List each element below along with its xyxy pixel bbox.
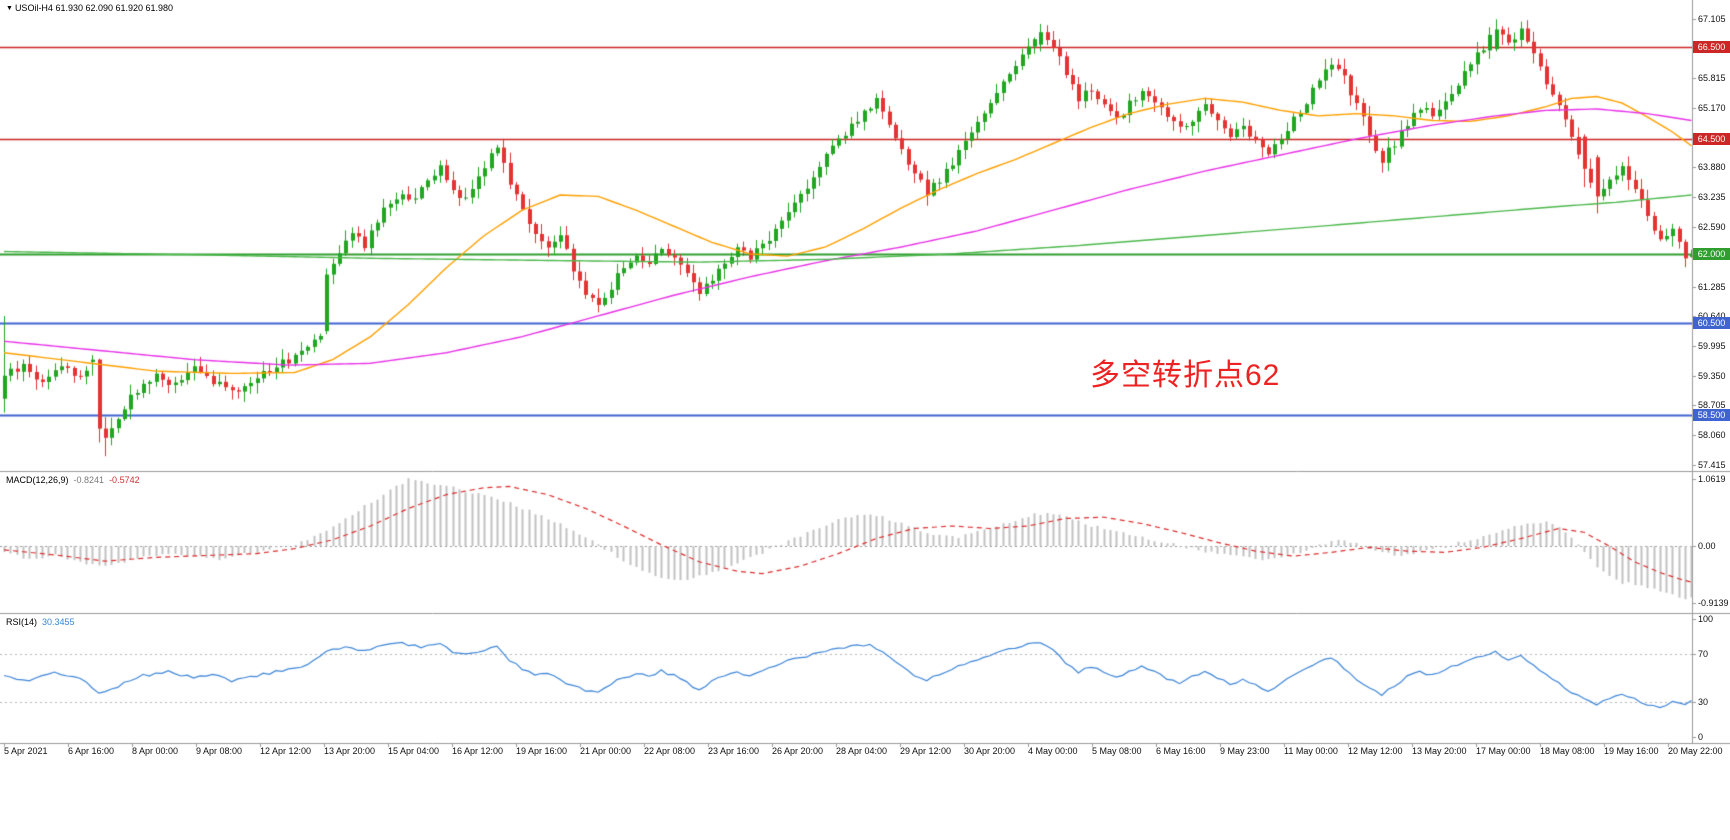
time-axis-label: 13 May 20:00 bbox=[1412, 746, 1467, 756]
macd-tick-label: 1.0619 bbox=[1698, 474, 1726, 485]
rsi-name: RSI(14) bbox=[6, 617, 38, 627]
price-tick-label: 59.350 bbox=[1698, 370, 1726, 381]
price-tick-label: 61.285 bbox=[1698, 281, 1726, 292]
price-tick-label: 65.170 bbox=[1698, 103, 1726, 114]
time-axis-label: 16 Apr 12:00 bbox=[452, 746, 504, 756]
rsi-indicator-label: RSI(14) 30.3455 bbox=[6, 617, 75, 627]
rsi-tick-label: 30 bbox=[1698, 696, 1709, 707]
price-level-badge: 60.500 bbox=[1693, 316, 1730, 329]
time-axis-label: 20 May 22:00 bbox=[1668, 746, 1723, 756]
price-tick-label: 59.995 bbox=[1698, 341, 1726, 352]
time-axis-label: 18 May 08:00 bbox=[1540, 746, 1595, 756]
macd-signal-value: -0.5742 bbox=[109, 475, 140, 485]
price-tick-label: 63.235 bbox=[1698, 192, 1726, 203]
time-axis-label: 19 Apr 16:00 bbox=[516, 746, 568, 756]
price-level-badge: 58.500 bbox=[1693, 408, 1730, 421]
price-level-badge: 62.000 bbox=[1693, 247, 1730, 260]
rsi-tick-label: 0 bbox=[1698, 732, 1704, 743]
macd-tick-label: 0.00 bbox=[1698, 541, 1716, 552]
macd-main-value: -0.8241 bbox=[73, 475, 105, 485]
time-axis-label: 11 May 00:00 bbox=[1284, 746, 1338, 756]
price-tick-label: 67.105 bbox=[1698, 14, 1726, 25]
symbol-ohlc-text: USOil-H4 61.930 62.090 61.920 61.980 bbox=[14, 3, 174, 13]
price-tick-label: 60.640 bbox=[1698, 311, 1726, 322]
macd-indicator-label: MACD(12,26,9) -0.8241 -0.5742 bbox=[6, 475, 140, 485]
symbol-marker-icon: ▼ bbox=[6, 5, 13, 12]
time-axis-label: 15 Apr 04:00 bbox=[388, 746, 440, 756]
time-axis-label: 21 Apr 00:00 bbox=[580, 746, 632, 756]
time-axis-label: 6 Apr 16:00 bbox=[68, 746, 115, 756]
time-axis-label: 23 Apr 16:00 bbox=[708, 746, 760, 756]
price-tick-label: 57.415 bbox=[1698, 459, 1726, 470]
time-axis-label: 6 May 16:00 bbox=[1156, 746, 1206, 756]
price-tick-label: 62.590 bbox=[1698, 221, 1726, 232]
time-axis-label: 29 Apr 12:00 bbox=[900, 746, 952, 756]
time-axis-label: 30 Apr 20:00 bbox=[964, 746, 1016, 756]
macd-name: MACD(12,26,9) bbox=[6, 475, 69, 485]
time-axis-label: 4 May 00:00 bbox=[1028, 746, 1078, 756]
time-axis-label: 28 Apr 04:00 bbox=[836, 746, 888, 756]
time-axis-label: 5 May 08:00 bbox=[1092, 746, 1142, 756]
price-tick-label: 58.060 bbox=[1698, 430, 1726, 441]
price-level-badge: 64.500 bbox=[1693, 132, 1730, 145]
price-tick-label: 63.880 bbox=[1698, 162, 1726, 173]
time-axis-label: 8 Apr 00:00 bbox=[132, 746, 179, 756]
time-axis-label: 9 May 23:00 bbox=[1220, 746, 1270, 756]
symbol-title: ▼ USOil-H4 61.930 62.090 61.920 61.980 bbox=[6, 3, 173, 13]
price-level-badge: 66.500 bbox=[1693, 40, 1730, 53]
rsi-value: 30.3455 bbox=[42, 617, 75, 627]
time-axis-label: 17 May 00:00 bbox=[1476, 746, 1531, 756]
time-axis-label: 5 Apr 2021 bbox=[4, 746, 48, 756]
time-axis-label: 22 Apr 08:00 bbox=[644, 746, 696, 756]
time-axis-label: 19 May 16:00 bbox=[1604, 746, 1659, 756]
annotation-text: 多空转折点62 bbox=[1090, 359, 1281, 392]
time-axis-label: 26 Apr 20:00 bbox=[772, 746, 824, 756]
rsi-tick-label: 100 bbox=[1698, 613, 1714, 624]
time-axis-label: 9 Apr 08:00 bbox=[196, 746, 243, 756]
price-tick-label: 65.815 bbox=[1698, 73, 1726, 84]
macd-tick-label: -0.9139 bbox=[1698, 598, 1729, 609]
time-axis-label: 12 May 12:00 bbox=[1348, 746, 1403, 756]
time-axis-label: 12 Apr 12:00 bbox=[260, 746, 312, 756]
time-axis-label: 13 Apr 20:00 bbox=[324, 746, 376, 756]
price-tick-label: 58.705 bbox=[1698, 400, 1726, 411]
rsi-tick-label: 70 bbox=[1698, 649, 1709, 660]
